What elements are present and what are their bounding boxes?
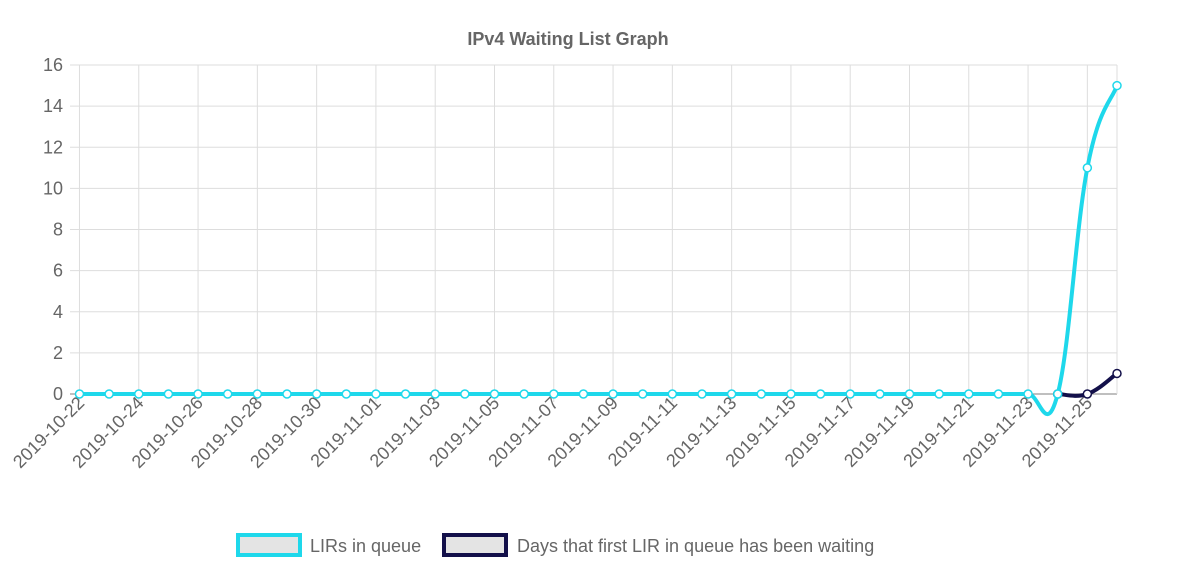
data-point[interactable] bbox=[993, 389, 1004, 399]
series-line bbox=[79, 84, 1119, 416]
series-lines bbox=[74, 80, 1122, 416]
y-tick-label: 6 bbox=[53, 261, 63, 281]
data-point[interactable] bbox=[549, 389, 559, 399]
legend-label: LIRs in queue bbox=[310, 536, 421, 556]
data-point[interactable] bbox=[460, 389, 470, 399]
x-axis-ticks: 2019-10-222019-10-242019-10-262019-10-28… bbox=[9, 393, 1096, 472]
data-point[interactable] bbox=[667, 389, 678, 399]
data-point[interactable] bbox=[430, 389, 440, 399]
data-point[interactable] bbox=[1023, 389, 1033, 399]
data-point[interactable] bbox=[222, 389, 233, 399]
data-point[interactable] bbox=[519, 389, 529, 399]
data-point[interactable] bbox=[815, 389, 826, 399]
series-0 bbox=[74, 80, 1122, 416]
data-point[interactable] bbox=[934, 389, 944, 399]
data-point[interactable] bbox=[74, 389, 85, 399]
y-tick-label: 12 bbox=[43, 137, 63, 157]
data-point[interactable] bbox=[1052, 389, 1063, 399]
data-point[interactable] bbox=[489, 389, 500, 399]
data-point[interactable] bbox=[311, 389, 322, 399]
data-point[interactable] bbox=[163, 389, 174, 399]
data-point[interactable] bbox=[193, 389, 203, 399]
data-point[interactable] bbox=[726, 389, 737, 399]
chart-title: IPv4 Waiting List Graph bbox=[467, 29, 668, 49]
data-point[interactable] bbox=[578, 389, 589, 399]
grid bbox=[70, 64, 1118, 402]
data-point[interactable] bbox=[875, 389, 885, 399]
y-tick-label: 2 bbox=[53, 343, 63, 363]
data-point[interactable] bbox=[697, 389, 707, 399]
legend-swatch bbox=[442, 533, 508, 557]
data-point[interactable] bbox=[134, 389, 144, 399]
data-point[interactable] bbox=[371, 389, 381, 399]
data-point[interactable] bbox=[1112, 80, 1122, 91]
data-point[interactable] bbox=[1112, 368, 1122, 379]
data-point[interactable] bbox=[400, 389, 411, 399]
data-point[interactable] bbox=[104, 389, 114, 399]
data-point[interactable] bbox=[1082, 163, 1093, 173]
data-point[interactable] bbox=[845, 389, 855, 399]
data-point[interactable] bbox=[756, 389, 767, 399]
data-point[interactable] bbox=[637, 389, 648, 399]
data-point[interactable] bbox=[341, 389, 352, 399]
y-tick-label: 14 bbox=[43, 96, 63, 116]
y-tick-label: 0 bbox=[53, 384, 63, 404]
legend-item[interactable]: Days that first LIR in queue has been wa… bbox=[442, 533, 874, 557]
y-tick-label: 16 bbox=[43, 55, 63, 75]
data-point[interactable] bbox=[786, 389, 796, 399]
legend-label: Days that first LIR in queue has been wa… bbox=[517, 536, 874, 556]
data-point[interactable] bbox=[904, 389, 915, 399]
y-tick-label: 4 bbox=[53, 302, 63, 322]
legend-swatch bbox=[236, 533, 302, 557]
data-point[interactable] bbox=[282, 389, 292, 399]
legend-item[interactable]: LIRs in queue bbox=[236, 533, 421, 557]
y-axis-ticks: 0 2 4 6 8 10 12 14 16 bbox=[43, 55, 63, 404]
y-tick-label: 8 bbox=[53, 220, 63, 240]
y-tick-label: 10 bbox=[43, 178, 63, 198]
data-point[interactable] bbox=[1082, 389, 1093, 399]
data-point[interactable] bbox=[608, 389, 618, 399]
data-point[interactable] bbox=[252, 389, 263, 399]
legend[interactable]: LIRs in queue Days that first LIR in queu… bbox=[236, 533, 874, 557]
data-point[interactable] bbox=[964, 389, 974, 399]
